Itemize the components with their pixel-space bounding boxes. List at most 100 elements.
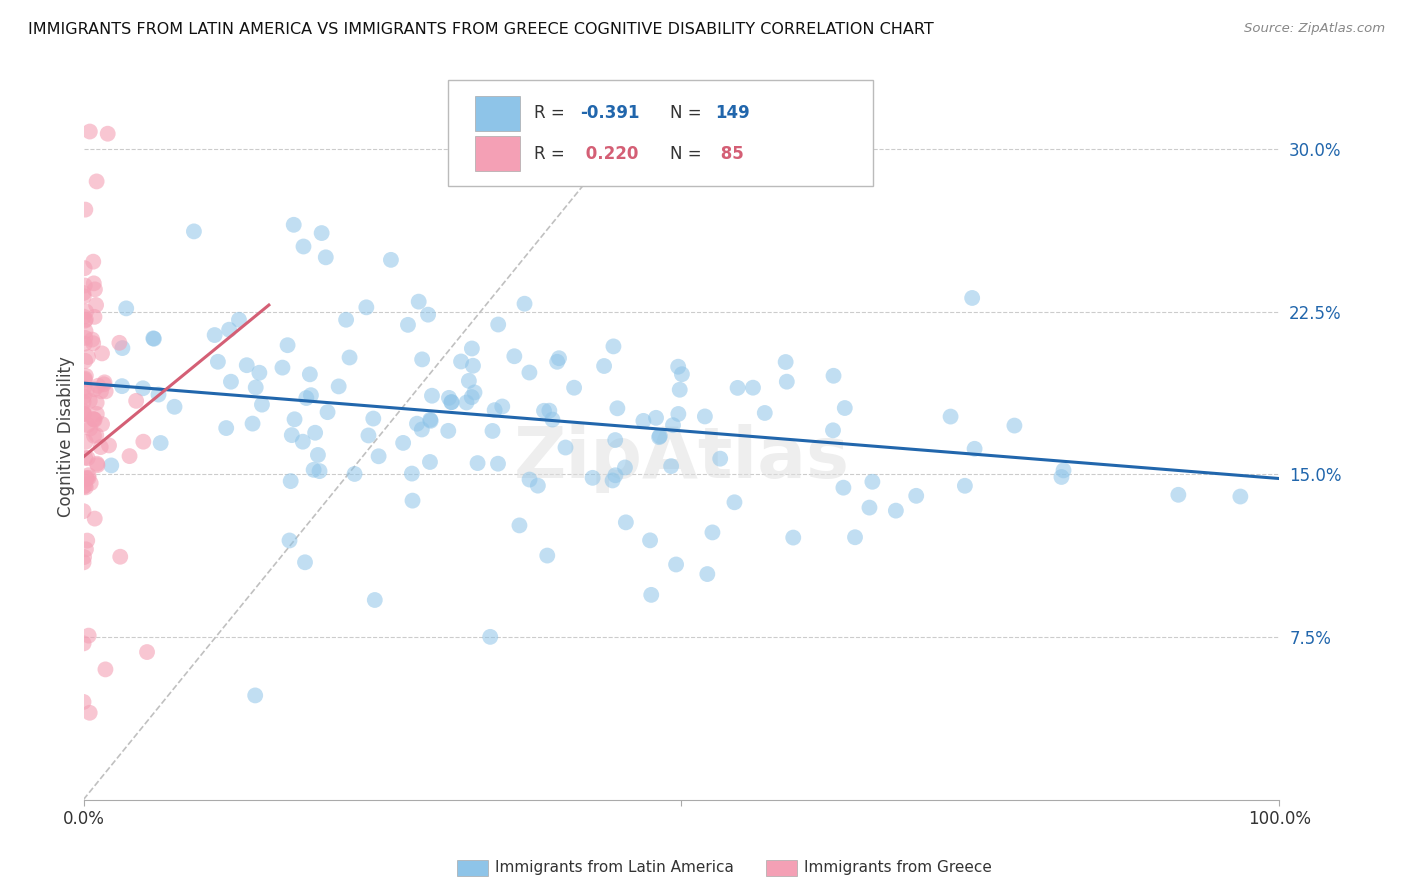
Point: [79, 476, 101, 491]
Point: [93, 377, 115, 392]
Point: [298, 368, 321, 382]
Point: [75, 353, 97, 368]
Point: [613, 460, 636, 475]
Point: [538, 403, 561, 417]
Point: [79, 124, 101, 138]
Point: [411, 422, 433, 436]
Point: [960, 291, 983, 305]
Point: [75, 324, 97, 338]
Point: [73, 550, 96, 565]
Point: [939, 409, 962, 424]
Point: [665, 558, 688, 572]
Point: [727, 381, 749, 395]
Point: [461, 390, 484, 404]
Point: [411, 352, 433, 367]
Point: [84, 428, 107, 442]
Point: [832, 481, 855, 495]
Point: [541, 412, 564, 426]
Point: [73, 373, 96, 387]
Point: [481, 424, 503, 438]
Point: [79, 393, 101, 408]
Point: [702, 525, 724, 540]
Point: [163, 400, 186, 414]
Point: [963, 442, 986, 456]
Point: [1167, 488, 1189, 502]
Point: [100, 458, 122, 473]
Text: R =: R =: [534, 145, 571, 162]
Point: [364, 593, 387, 607]
Point: [86, 407, 108, 421]
Point: [207, 355, 229, 369]
Point: [754, 406, 776, 420]
Point: [84, 282, 107, 296]
Point: [467, 456, 489, 470]
Point: [295, 391, 318, 405]
Point: [75, 313, 97, 327]
Point: [401, 493, 423, 508]
Point: [461, 359, 484, 373]
Point: [666, 407, 689, 421]
Text: Immigrants from Latin America: Immigrants from Latin America: [495, 861, 734, 875]
Point: [419, 413, 441, 427]
Point: [236, 358, 259, 372]
Point: [456, 395, 478, 409]
Point: [76, 472, 98, 486]
Point: [115, 301, 138, 316]
Point: [281, 428, 304, 442]
Point: [662, 418, 685, 433]
Point: [245, 689, 267, 703]
Text: 85: 85: [716, 145, 744, 162]
Point: [335, 312, 357, 326]
Point: [1052, 463, 1074, 477]
Point: [132, 434, 155, 449]
Point: [562, 381, 585, 395]
Point: [82, 412, 104, 426]
Point: [110, 549, 132, 564]
Point: [93, 376, 115, 390]
Point: [283, 412, 305, 426]
Point: [1050, 470, 1073, 484]
Text: 149: 149: [716, 104, 749, 122]
Point: [614, 516, 637, 530]
Point: [581, 471, 603, 485]
Point: [73, 289, 96, 303]
Point: [277, 338, 299, 352]
Point: [75, 542, 97, 557]
Point: [419, 414, 441, 428]
Point: [204, 328, 226, 343]
Point: [228, 312, 250, 326]
Point: [73, 407, 96, 421]
Point: [503, 349, 526, 363]
Point: [696, 567, 718, 582]
Text: N =: N =: [669, 104, 706, 122]
Point: [638, 533, 661, 548]
Point: [659, 459, 682, 474]
Point: [91, 417, 114, 431]
Point: [440, 395, 463, 409]
Point: [97, 127, 120, 141]
Text: IMMIGRANTS FROM LATIN AMERICA VS IMMIGRANTS FROM GREECE COGNITIVE DISABILITY COR: IMMIGRANTS FROM LATIN AMERICA VS IMMIGRA…: [28, 22, 934, 37]
Point: [73, 310, 96, 324]
Point: [90, 440, 112, 454]
Point: [633, 414, 655, 428]
Point: [72, 404, 94, 418]
FancyBboxPatch shape: [475, 136, 520, 171]
Point: [72, 407, 94, 421]
Y-axis label: Cognitive Disability: Cognitive Disability: [58, 356, 75, 516]
Point: [149, 436, 172, 450]
Point: [83, 511, 105, 525]
Point: [450, 354, 472, 368]
Point: [75, 471, 97, 485]
Point: [294, 555, 316, 569]
Point: [247, 366, 270, 380]
Point: [419, 455, 441, 469]
Point: [118, 449, 141, 463]
Point: [363, 411, 385, 425]
Point: [339, 351, 361, 365]
Text: Immigrants from Greece: Immigrants from Greece: [804, 861, 993, 875]
Point: [73, 390, 96, 404]
Point: [479, 630, 502, 644]
Point: [72, 636, 94, 650]
Point: [315, 250, 337, 264]
Text: R =: R =: [534, 104, 571, 122]
